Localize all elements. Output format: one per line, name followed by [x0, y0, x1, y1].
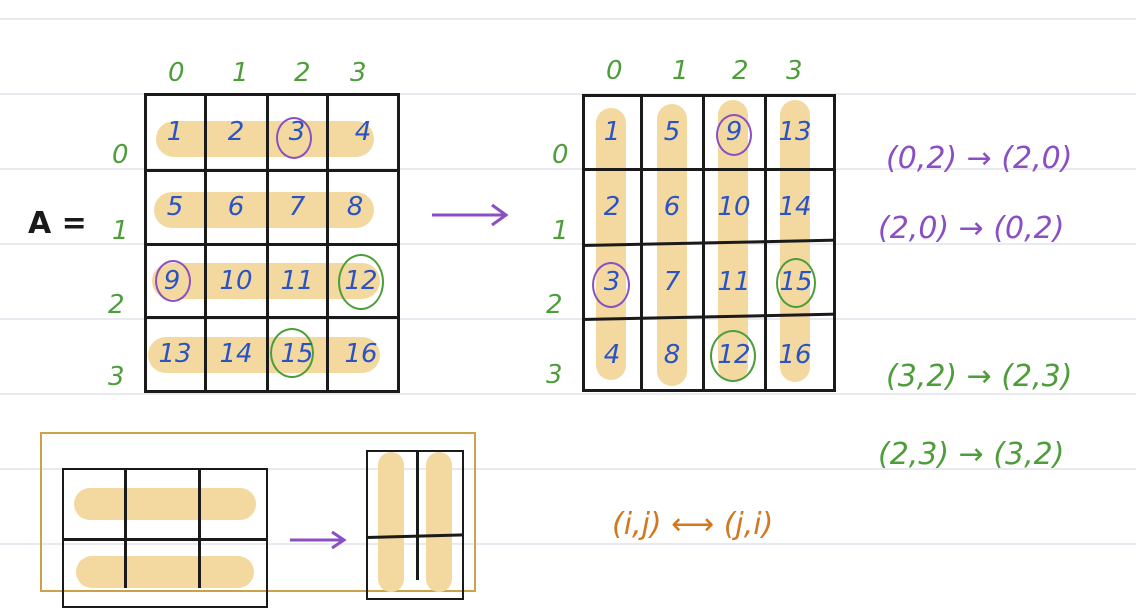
right-col-index: 2 [732, 56, 749, 86]
matrix-cell: 11 [280, 265, 314, 296]
mapping-note-purple: (2,0) → (0,2) [878, 211, 1065, 246]
matrix-cell: 11 [717, 267, 751, 297]
ruled-line [0, 468, 1136, 470]
ruled-line [0, 543, 1136, 545]
right-row-index: 3 [546, 360, 563, 390]
matrix-cell: 3 [288, 117, 306, 147]
green-circle [710, 330, 756, 382]
inset-arrow-icon [290, 530, 347, 550]
left-col-index: 2 [294, 58, 311, 88]
matrix-cell: 5 [663, 117, 681, 147]
mapping-note-purple: (0,2) → (2,0) [886, 141, 1073, 176]
matrix-cell: 3 [603, 267, 621, 297]
right-row-index: 2 [546, 290, 563, 320]
green-circle [776, 258, 816, 308]
left-col-index: 0 [168, 58, 185, 88]
matrix-cell: 6 [227, 192, 245, 222]
green-circle [338, 254, 384, 310]
grid-line [124, 468, 127, 588]
inset-right-grid [366, 450, 464, 600]
matrix-cell: 14 [778, 192, 812, 222]
matrix-cell: 1 [166, 117, 184, 147]
matrix-cell: 8 [346, 192, 364, 222]
matrix-cell: 16 [344, 339, 378, 369]
mapping-note-green: (3,2) → (2,3) [886, 359, 1073, 394]
matrix-cell: 6 [663, 192, 681, 222]
row-highlight [156, 121, 374, 157]
grid-line [62, 538, 268, 541]
grid-line [416, 450, 419, 580]
purple-circle [155, 260, 191, 302]
column-highlight [657, 104, 687, 386]
inset-row-highlight [74, 488, 256, 520]
row-highlight [148, 337, 380, 373]
matrix-cell: 10 [717, 192, 751, 222]
matrix-cell: 9 [725, 117, 743, 147]
grid-line [198, 468, 201, 588]
matrix-cell: 12 [344, 265, 378, 296]
matrix-label: A = [28, 206, 87, 241]
matrix-cell: 13 [778, 117, 812, 147]
left-row-index: 1 [112, 216, 129, 246]
matrix-cell: 13 [158, 339, 192, 369]
matrix-cell: 10 [219, 265, 253, 296]
right-col-index: 0 [606, 56, 623, 86]
matrix-cell: 1 [603, 117, 621, 147]
ruled-line [0, 18, 1136, 20]
ruled-line [0, 243, 1136, 245]
inset-column-highlight [378, 452, 404, 592]
ruled-line [0, 168, 1136, 170]
grid-line [144, 169, 400, 172]
matrix-cell: 8 [663, 340, 681, 370]
mapping-note-general: (i,j) ⟷ (j,i) [612, 507, 774, 542]
ruled-line [0, 93, 1136, 95]
left-row-index: 3 [108, 362, 125, 392]
transpose-arrow-icon [432, 203, 509, 227]
matrix-cell: 16 [778, 340, 812, 370]
matrix-cell: 2 [603, 192, 621, 222]
matrix-cell: 15 [779, 267, 813, 297]
matrix-cell: 5 [166, 192, 184, 222]
grid-line [144, 243, 400, 246]
inset-column-highlight [426, 452, 452, 592]
matrix-cell: 7 [663, 267, 681, 297]
left-row-index: 2 [108, 290, 125, 320]
left-col-index: 3 [350, 58, 367, 88]
matrix-cell: 14 [219, 339, 253, 369]
right-col-index: 3 [786, 56, 803, 86]
row-highlight [154, 192, 374, 228]
right-col-index: 1 [672, 56, 689, 86]
purple-circle [276, 117, 312, 159]
matrix-cell: 4 [354, 117, 372, 147]
grid-line [144, 316, 400, 319]
matrix-cell: 9 [163, 265, 181, 296]
ruled-line [0, 318, 1136, 320]
purple-circle [592, 262, 630, 308]
left-col-index: 1 [232, 58, 249, 88]
grid-line [764, 94, 767, 392]
grid-line [582, 168, 836, 171]
right-row-index: 1 [552, 216, 569, 246]
matrix-cell: 7 [288, 192, 306, 222]
right-row-index: 0 [552, 140, 569, 170]
matrix-cell: 12 [717, 340, 751, 370]
matrix-cell: 2 [227, 117, 245, 147]
purple-circle [716, 114, 752, 156]
matrix-cell: 15 [280, 339, 314, 369]
green-circle [270, 328, 314, 378]
ruled-line [0, 393, 1136, 395]
mapping-note-green: (2,3) → (3,2) [878, 437, 1065, 472]
matrix-cell: 4 [603, 340, 621, 370]
left-row-index: 0 [112, 140, 129, 170]
